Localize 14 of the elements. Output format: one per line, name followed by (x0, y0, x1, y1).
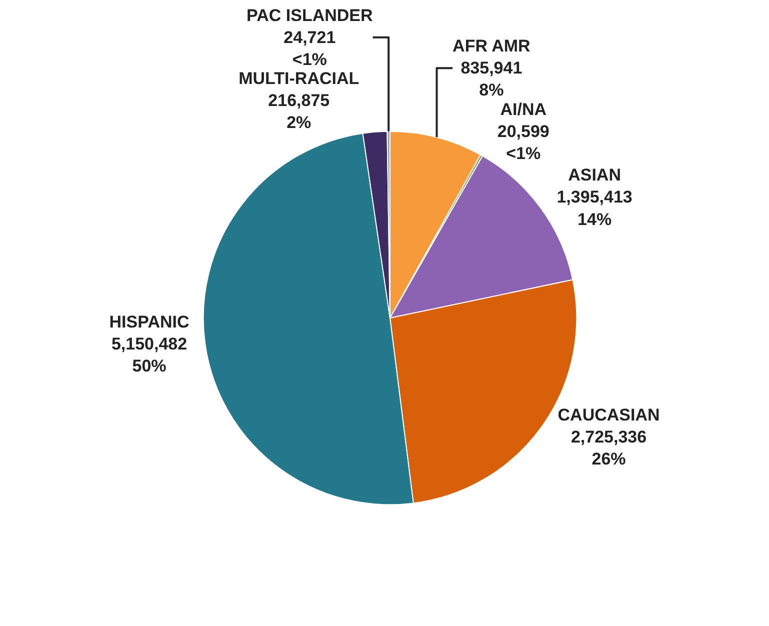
slice-label: AFR AMR (452, 36, 530, 56)
data-label: 2,725,336 26% (570, 428, 647, 469)
data-label: 216,875 2% (268, 91, 330, 132)
slice-label: HISPANIC (109, 312, 190, 332)
data-label: 835,941 8% (460, 58, 522, 100)
slice-label: CAUCASIAN (558, 405, 660, 424)
slice-label: AI/NA (500, 100, 547, 119)
data-label: 20,599 <1% (497, 122, 550, 163)
slice-label: MULTI-RACIAL (238, 68, 360, 88)
data-label: 24,721 <1% (284, 28, 336, 69)
data-label: 5,150,482 50% (111, 334, 188, 376)
slice-label: ASIAN (568, 166, 621, 185)
slice-label: PAC ISLANDER (246, 6, 373, 25)
data-label: 1,395,413 14% (556, 188, 632, 229)
